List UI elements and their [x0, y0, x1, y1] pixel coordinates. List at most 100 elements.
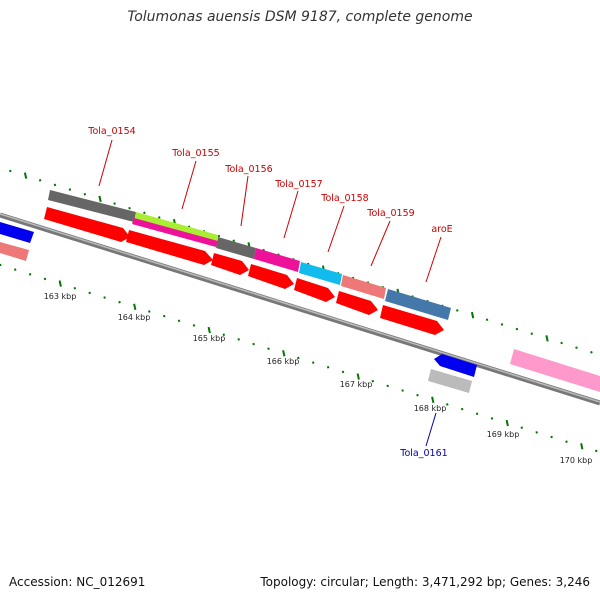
minor-tick: [252, 342, 255, 346]
major-tick: [58, 280, 62, 287]
gene-box-tola-0155b[interactable]: [132, 218, 218, 247]
gene-box-left-salmon[interactable]: [0, 242, 29, 261]
upper-tick-marks: [9, 169, 593, 354]
gene-label-tola-0158[interactable]: Tola_0158: [320, 193, 368, 204]
major-tick: [505, 419, 509, 427]
gene-label-aroe[interactable]: aroE: [431, 224, 452, 235]
minor-tick: [83, 192, 87, 196]
cds-lane: [44, 207, 444, 335]
minor-tick: [158, 216, 161, 219]
major-tick: [470, 311, 475, 319]
minor-tick: [232, 239, 236, 243]
cds-arrow-7[interactable]: [380, 305, 444, 335]
minor-tick: [53, 183, 57, 187]
minor-tick: [311, 361, 315, 364]
gene-box-tola-0159[interactable]: [341, 275, 386, 299]
gene-box-tola-0156[interactable]: [216, 237, 256, 259]
reverse-strand-features: [428, 349, 600, 393]
minor-tick: [416, 393, 419, 397]
minor-tick: [490, 417, 494, 420]
genome-title: Tolumonas auensis DSM 9187, complete gen…: [127, 9, 473, 25]
minor-tick: [43, 277, 47, 281]
minor-tick: [401, 389, 404, 392]
minor-tick: [143, 211, 146, 215]
cds-arrow-4[interactable]: [248, 264, 294, 289]
minor-tick: [560, 341, 563, 345]
major-tick: [356, 373, 360, 380]
minor-tick: [177, 319, 181, 323]
minor-tick: [13, 268, 17, 271]
minor-tick: [73, 286, 77, 290]
gene-label-tola-0156[interactable]: Tola_0156: [224, 164, 272, 175]
cds-arrow-5[interactable]: [294, 278, 335, 302]
cds-arrow-3[interactable]: [211, 253, 249, 275]
minor-tick: [575, 346, 578, 349]
gene-label-tola-0154[interactable]: Tola_0154: [87, 126, 135, 137]
gene-box-tola-0154[interactable]: [48, 190, 136, 222]
minor-tick: [515, 327, 519, 331]
minor-tick: [371, 379, 375, 383]
minor-tick: [9, 169, 12, 173]
minor-tick: [500, 323, 504, 326]
label-leaders: [98, 139, 442, 447]
minor-tick: [460, 407, 464, 411]
major-tick: [23, 172, 28, 179]
minor-tick: [162, 314, 166, 318]
minor-tick: [68, 188, 72, 191]
minor-tick: [446, 403, 449, 406]
kbp-label-168: 168 kbp: [414, 404, 447, 413]
gene-label-tola-0157[interactable]: Tola_0157: [274, 179, 322, 190]
cds-arrow-6[interactable]: [336, 291, 378, 315]
gene-box-tola-0158[interactable]: [299, 262, 342, 285]
gene-label-tola-0159[interactable]: Tola_0159: [366, 208, 414, 219]
kbp-label-167: 167 kbp: [340, 380, 373, 389]
minor-tick: [113, 202, 116, 205]
cds-arrow-2[interactable]: [126, 230, 213, 265]
cds-arrow-1[interactable]: [44, 207, 130, 242]
gene-box-tola-0157[interactable]: [254, 248, 300, 272]
accession-text: Accession: NC_012691: [9, 575, 146, 589]
major-tick: [580, 443, 584, 450]
minor-tick: [88, 291, 91, 295]
kbp-scale-labels: 163 kbp 164 kbp 165 kbp 166 kbp 167 kbp …: [44, 292, 593, 465]
gene-label-tola-0161[interactable]: Tola_0161: [399, 448, 447, 459]
minor-tick: [237, 338, 240, 341]
minor-tick: [456, 309, 459, 312]
gene-labels: Tola_0154 Tola_0155 Tola_0156 Tola_0157 …: [87, 126, 452, 459]
major-tick: [431, 396, 435, 404]
minor-tick: [297, 356, 300, 360]
gene-label-tola-0155[interactable]: Tola_0155: [171, 148, 219, 159]
minor-tick: [148, 310, 151, 313]
minor-tick: [222, 333, 226, 337]
gene-box-right-pink[interactable]: [510, 349, 600, 392]
minor-tick: [341, 370, 345, 374]
minor-tick: [535, 431, 538, 434]
kbp-label-166: 166 kbp: [267, 357, 300, 366]
gene-box-left-blue[interactable]: [0, 222, 34, 243]
gene-arrow-tola-0161[interactable]: [434, 354, 477, 377]
minor-tick: [475, 412, 479, 416]
minor-tick: [530, 332, 534, 335]
minor-tick: [590, 351, 593, 354]
minor-tick: [520, 426, 524, 429]
minor-tick: [38, 179, 42, 182]
minor-tick: [28, 273, 32, 276]
minor-tick: [103, 296, 106, 299]
minor-tick: [550, 435, 553, 439]
major-tick: [545, 335, 549, 342]
minor-tick: [565, 440, 568, 443]
kbp-label-164: 164 kbp: [118, 313, 151, 322]
minor-tick: [128, 206, 131, 210]
kbp-label-170: 170 kbp: [560, 456, 593, 465]
major-tick: [98, 195, 102, 203]
minor-tick: [217, 234, 221, 238]
lower-tick-marks: [0, 263, 598, 453]
minor-tick: [118, 300, 121, 304]
gene-box-aroe[interactable]: [385, 289, 451, 320]
kbp-label-165: 165 kbp: [193, 334, 226, 343]
major-tick: [207, 326, 211, 334]
feature-lane-outer: [0, 190, 451, 320]
minor-tick: [386, 384, 389, 388]
gene-box-tola-0161-gray[interactable]: [428, 369, 472, 393]
